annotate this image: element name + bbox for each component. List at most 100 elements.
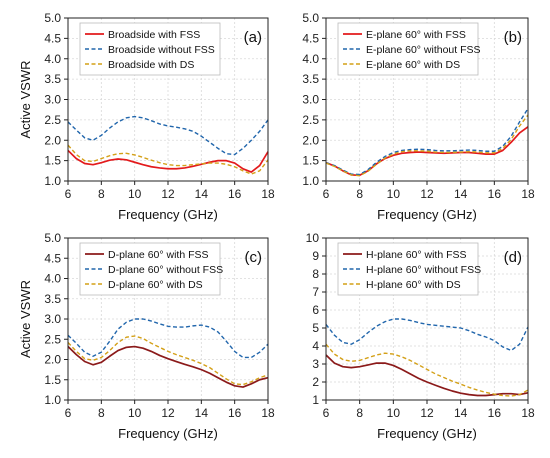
x-tick-label: 18 bbox=[521, 406, 535, 420]
x-tick-label: 16 bbox=[488, 406, 502, 420]
y-tick-label: 2.5 bbox=[302, 113, 319, 127]
legend: Broadside with FSS Broadside without FSS B… bbox=[79, 22, 221, 76]
chart-panel-3: 6 8 10 12 14 16 18 1.0 1.5 2.0 2.5 3.0 3.5 4.0 4.5 5.0 F… bbox=[18, 231, 275, 441]
y-tick-label: 4.0 bbox=[302, 52, 319, 66]
y-tick-label: 4 bbox=[312, 339, 319, 353]
legend: E-plane 60° with FSS E-plane 60° without … bbox=[337, 22, 481, 76]
legend-label: E-plane 60° without FSS bbox=[366, 44, 481, 56]
legend-label: H-plane 60° with FSS bbox=[366, 249, 467, 261]
y-tick-label: 2.5 bbox=[44, 113, 61, 127]
x-tick-label: 12 bbox=[420, 187, 434, 201]
chart-panel-1: 6 8 10 12 14 16 18 1.0 1.5 2.0 2.5 3.0 3.5 4.0 4.5 5.0 F… bbox=[18, 11, 275, 222]
series-line-3 bbox=[325, 343, 529, 397]
legend-box bbox=[79, 22, 221, 76]
series-line-2 bbox=[67, 115, 269, 156]
y-tick-label: 3.5 bbox=[44, 72, 61, 86]
legend-label: E-plane 60° with DS bbox=[366, 59, 460, 71]
y-tick-label: 8 bbox=[312, 267, 319, 281]
y-tick-label: 5.0 bbox=[44, 11, 61, 25]
x-tick-label: 8 bbox=[356, 406, 363, 420]
x-tick-label: 18 bbox=[521, 187, 535, 201]
y-tick-label: 4.5 bbox=[44, 31, 61, 45]
legend: D-plane 60° with FSS D-plane 60° without … bbox=[79, 242, 223, 296]
series-line-2 bbox=[325, 318, 529, 352]
y-tick-label: 2.0 bbox=[44, 353, 61, 367]
x-tick-label: 10 bbox=[128, 187, 142, 201]
y-tick-label: 3 bbox=[312, 357, 319, 371]
x-tick-label: 16 bbox=[488, 187, 502, 201]
y-tick-label: 1.5 bbox=[44, 373, 61, 387]
y-tick-label: 4.0 bbox=[44, 52, 61, 66]
y-tick-label: 5.0 bbox=[44, 231, 61, 245]
y-tick-label: 3.0 bbox=[302, 93, 319, 107]
y-tick-label: 4.0 bbox=[44, 272, 61, 286]
y-axis-label: Active VSWR bbox=[18, 60, 33, 138]
legend-label: Broadside with FSS bbox=[108, 29, 200, 41]
x-tick-label: 16 bbox=[228, 406, 242, 420]
x-axis-label: Frequency (GHz) bbox=[377, 426, 477, 441]
y-tick-label: 2.0 bbox=[44, 133, 61, 147]
y-tick-label: 10 bbox=[306, 231, 320, 245]
y-tick-label: 5.0 bbox=[302, 11, 319, 25]
panel-label: (d) bbox=[504, 249, 522, 266]
legend-label: Broadside without FSS bbox=[108, 44, 215, 56]
y-tick-label: 1.5 bbox=[44, 154, 61, 168]
y-tick-label: 1.5 bbox=[302, 154, 319, 168]
y-tick-label: 5 bbox=[312, 321, 319, 335]
y-tick-label: 9 bbox=[312, 249, 319, 263]
x-tick-label: 8 bbox=[356, 187, 363, 201]
x-tick-label: 12 bbox=[161, 187, 175, 201]
x-tick-label: 6 bbox=[65, 187, 72, 201]
series-line-3 bbox=[67, 335, 269, 386]
x-tick-label: 10 bbox=[387, 406, 401, 420]
panel-label: (a) bbox=[244, 29, 262, 46]
legend-label: H-plane 60° with DS bbox=[366, 279, 461, 291]
series-line-1 bbox=[67, 149, 269, 173]
y-tick-label: 6 bbox=[312, 303, 319, 317]
y-axis-label: Active VSWR bbox=[18, 280, 33, 358]
y-tick-label: 4.5 bbox=[302, 31, 319, 45]
x-tick-label: 14 bbox=[454, 187, 468, 201]
y-tick-label: 2.0 bbox=[302, 133, 319, 147]
legend-label: E-plane 60° with FSS bbox=[366, 29, 466, 41]
y-tick-label: 3.5 bbox=[302, 72, 319, 86]
x-tick-label: 6 bbox=[65, 406, 72, 420]
x-tick-label: 14 bbox=[454, 406, 468, 420]
legend-box bbox=[337, 22, 479, 76]
legend: H-plane 60° with FSS H-plane 60° without … bbox=[337, 242, 481, 296]
x-tick-label: 12 bbox=[161, 406, 175, 420]
series-line-3 bbox=[67, 144, 269, 175]
series-line-2 bbox=[67, 318, 269, 359]
series-line-1 bbox=[67, 345, 269, 388]
x-tick-label: 12 bbox=[420, 406, 434, 420]
x-tick-label: 10 bbox=[387, 187, 401, 201]
y-tick-label: 3.5 bbox=[44, 292, 61, 306]
x-tick-label: 8 bbox=[98, 187, 105, 201]
x-tick-label: 16 bbox=[228, 187, 242, 201]
x-axis-label: Frequency (GHz) bbox=[377, 207, 477, 222]
y-tick-label: 2.5 bbox=[44, 332, 61, 346]
panel-label: (c) bbox=[245, 249, 263, 266]
x-tick-label: 18 bbox=[261, 187, 275, 201]
legend-label: Broadside with DS bbox=[108, 59, 194, 71]
y-tick-label: 3.0 bbox=[44, 93, 61, 107]
legend-label: H-plane 60° without FSS bbox=[366, 264, 481, 276]
y-tick-label: 1.0 bbox=[44, 174, 61, 188]
legend-label: D-plane 60° with DS bbox=[108, 279, 203, 291]
y-tick-label: 1.0 bbox=[302, 174, 319, 188]
legend-box bbox=[79, 242, 221, 296]
x-tick-label: 18 bbox=[261, 406, 275, 420]
x-tick-label: 8 bbox=[98, 406, 105, 420]
x-tick-label: 14 bbox=[195, 406, 209, 420]
x-tick-label: 6 bbox=[323, 187, 330, 201]
x-axis-label: Frequency (GHz) bbox=[118, 426, 218, 441]
y-tick-label: 1.0 bbox=[44, 393, 61, 407]
legend-box bbox=[337, 242, 479, 296]
y-tick-label: 4.5 bbox=[44, 251, 61, 265]
x-tick-label: 14 bbox=[195, 187, 209, 201]
y-tick-label: 7 bbox=[312, 285, 319, 299]
legend-label: D-plane 60° without FSS bbox=[108, 264, 223, 276]
legend-label: D-plane 60° with FSS bbox=[108, 249, 209, 261]
